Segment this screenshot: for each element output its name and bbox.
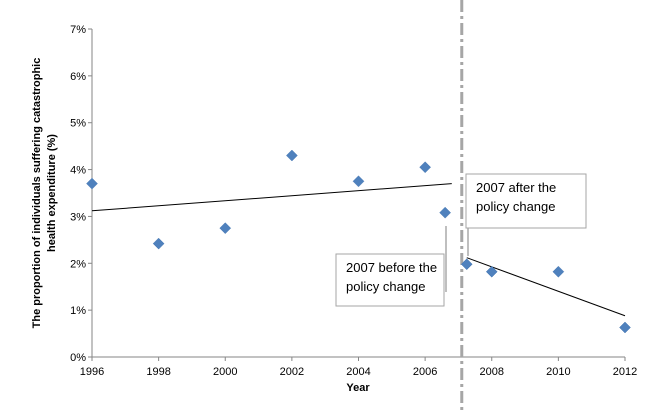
data-point-marker bbox=[552, 265, 565, 278]
y-tick-label: 0% bbox=[70, 352, 86, 364]
data-point-marker bbox=[619, 321, 631, 334]
y-tick-label: 3% bbox=[70, 211, 86, 223]
x-tick-label: 2006 bbox=[413, 366, 437, 378]
y-tick-group: 0% 1% 2% 3% 4% 5% 6% 7% bbox=[70, 24, 92, 364]
x-tick-label: 2012 bbox=[613, 366, 637, 378]
callout-group: 2007 after the policy change 2007 before t… bbox=[335, 173, 587, 307]
x-tick-label: 2004 bbox=[346, 366, 370, 378]
data-point-marker bbox=[485, 265, 498, 278]
x-tick-group: 1996 1998 2000 2002 2004 2006 2008 2010 2012 bbox=[80, 357, 637, 378]
y-tick-label: 5% bbox=[70, 118, 86, 130]
callout-box bbox=[335, 253, 445, 307]
data-point-marker bbox=[152, 237, 165, 250]
y-axis-title-line-1: The proportion of individuals suffering … bbox=[31, 58, 43, 329]
data-point-marker bbox=[219, 222, 232, 234]
y-tick-label: 2% bbox=[70, 258, 86, 270]
data-point-marker bbox=[286, 149, 298, 162]
x-tick-label: 1996 bbox=[80, 366, 104, 378]
data-point-group bbox=[86, 149, 631, 334]
data-point-marker bbox=[439, 206, 451, 219]
callout-text-line: 2007 before the bbox=[346, 260, 437, 275]
x-axis-title: Year bbox=[346, 382, 370, 394]
callout-text-line: policy change bbox=[476, 199, 556, 214]
data-point-marker bbox=[460, 258, 473, 271]
data-point-marker bbox=[419, 161, 431, 174]
callout-text-line: 2007 after the bbox=[476, 180, 556, 195]
y-axis-title-line-2: health expenditure (%) bbox=[46, 134, 58, 252]
y-tick-label: 1% bbox=[70, 305, 86, 317]
x-tick-label: 2002 bbox=[280, 366, 304, 378]
trendline bbox=[91, 183, 452, 212]
callout-box bbox=[465, 173, 587, 229]
callout-text-line: policy change bbox=[346, 279, 426, 294]
y-tick-label: 6% bbox=[70, 71, 86, 83]
y-tick-label: 4% bbox=[70, 165, 86, 177]
data-point-marker bbox=[352, 175, 365, 188]
y-tick-label: 7% bbox=[70, 24, 86, 36]
x-tick-label: 2000 bbox=[213, 366, 237, 378]
x-tick-label: 1998 bbox=[146, 366, 170, 378]
x-tick-label: 2010 bbox=[546, 366, 570, 378]
x-tick-label: 2008 bbox=[480, 366, 504, 378]
y-axis-title: The proportion of individuals suffering … bbox=[31, 58, 58, 329]
trendline bbox=[466, 257, 626, 317]
data-point-marker bbox=[86, 177, 98, 190]
